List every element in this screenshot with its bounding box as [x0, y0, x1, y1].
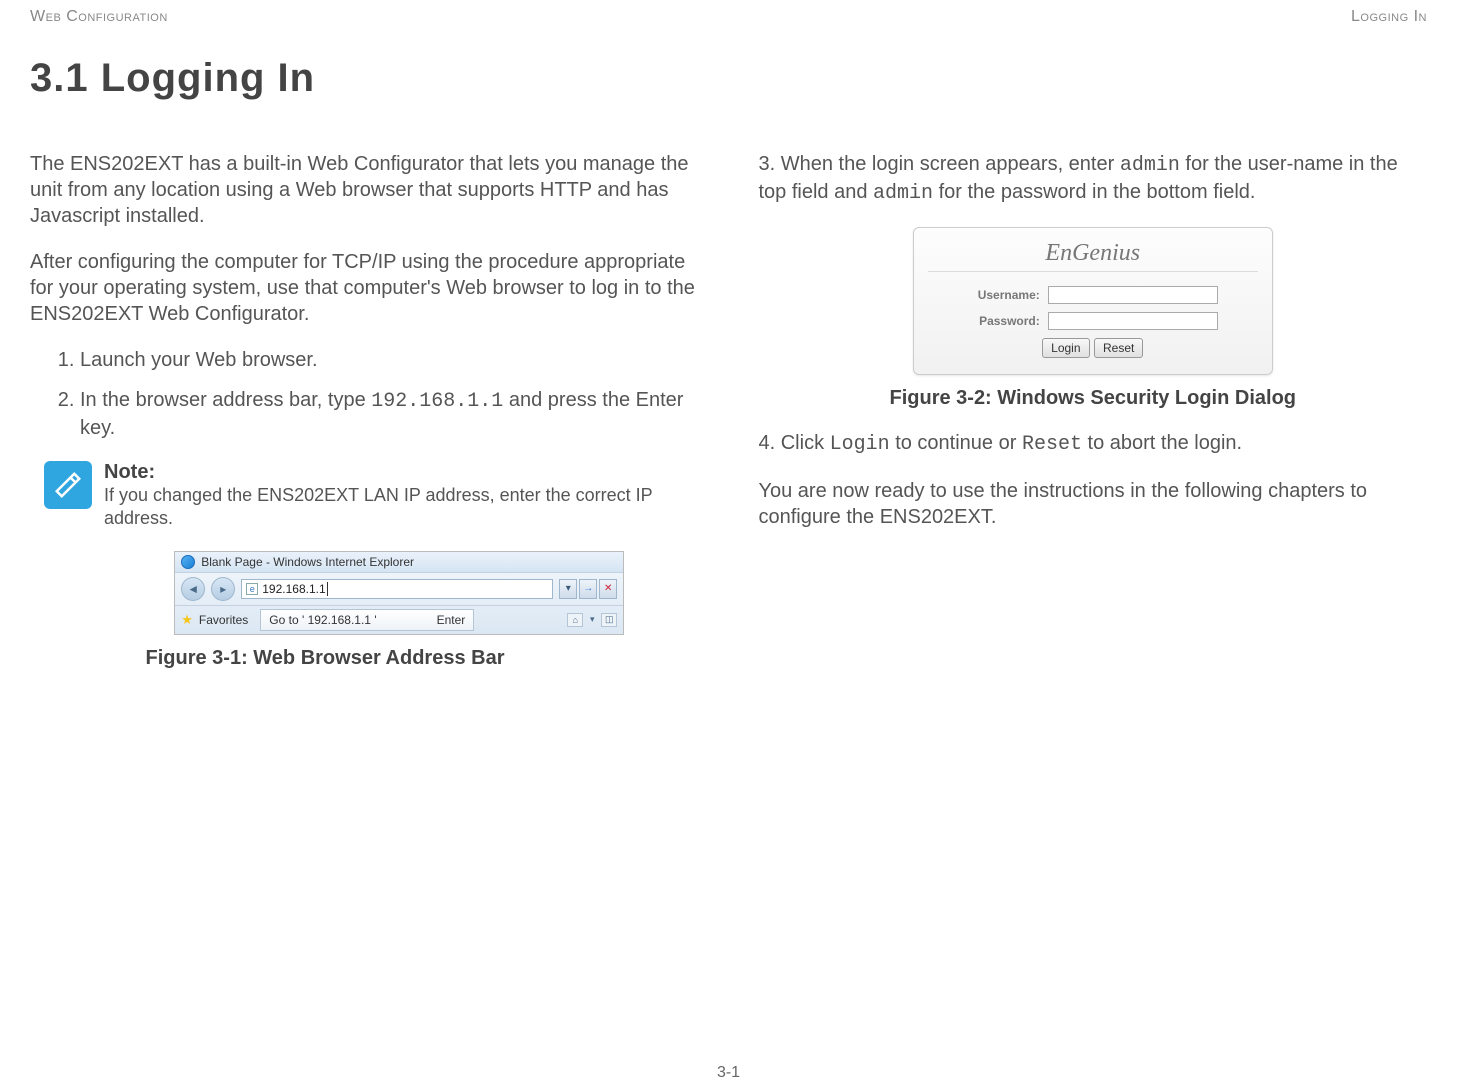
note-heading: Note: — [104, 461, 699, 484]
refresh-button[interactable]: → — [579, 579, 597, 599]
note-body: If you changed the ENS202EXT LAN IP addr… — [104, 484, 699, 531]
header-left: Web Configuration — [30, 8, 168, 26]
rss-icon[interactable]: ◫ — [601, 613, 617, 627]
login-brand: EnGenius — [928, 240, 1258, 272]
running-header: Web Configuration Logging In — [30, 0, 1427, 26]
figure-login-dialog: EnGenius Username: Password: Login Reset — [913, 227, 1273, 375]
section-title: 3.1 Logging In — [30, 56, 1427, 101]
figure-1-caption: Figure 3-1: Web Browser Address Bar — [100, 647, 550, 670]
login-button[interactable]: Login — [1042, 338, 1089, 358]
step-1: Launch your Web browser. — [80, 347, 699, 373]
username-label: Username: — [968, 288, 1040, 302]
enter-label: Enter — [437, 613, 466, 627]
header-right: Logging In — [1351, 8, 1427, 26]
home-icon[interactable]: ⌂ — [567, 613, 583, 627]
figure-browser-mock: Blank Page - Windows Internet Explorer ◄… — [174, 551, 624, 635]
step-list: Launch your Web browser. In the browser … — [30, 347, 699, 441]
intro-paragraph-1: The ENS202EXT has a built-in Web Configu… — [30, 151, 699, 229]
step-2: In the browser address bar, type 192.168… — [80, 387, 699, 441]
ie-logo-icon — [181, 555, 195, 569]
back-button[interactable]: ◄ — [181, 577, 205, 601]
step-4: 4. Click Login to continue or Reset to a… — [759, 430, 1428, 458]
favorites-label: Favorites — [199, 613, 248, 627]
reset-button[interactable]: Reset — [1094, 338, 1143, 358]
dropdown-button[interactable]: ▾ — [559, 579, 577, 599]
figure-2-caption: Figure 3-2: Windows Security Login Dialo… — [759, 387, 1428, 410]
browser-title-bar: Blank Page - Windows Internet Explorer — [175, 552, 623, 573]
note-callout: Note: If you changed the ENS202EXT LAN I… — [44, 461, 699, 531]
closing-paragraph: You are now ready to use the instruction… — [759, 478, 1428, 530]
right-column: 3. When the login screen appears, enter … — [759, 151, 1428, 670]
username-input[interactable] — [1048, 286, 1218, 304]
password-input[interactable] — [1048, 312, 1218, 330]
browser-window-title: Blank Page - Windows Internet Explorer — [201, 555, 414, 569]
step-3: 3. When the login screen appears, enter … — [759, 151, 1428, 207]
favorites-star-icon[interactable]: ★ — [181, 612, 193, 628]
page-icon: e — [246, 583, 258, 595]
address-field[interactable]: e 192.168.1.1 — [241, 579, 553, 599]
pencil-note-icon — [44, 461, 92, 509]
menu-arrow-icon[interactable]: ▾ — [587, 613, 597, 627]
page-number: 3-1 — [0, 1064, 1457, 1082]
password-label: Password: — [968, 314, 1040, 328]
stop-button[interactable]: ✕ — [599, 579, 617, 599]
goto-tooltip: Go to ' 192.168.1.1 ' Enter — [260, 609, 474, 631]
address-value: 192.168.1.1 — [262, 582, 327, 596]
left-column: The ENS202EXT has a built-in Web Configu… — [30, 151, 699, 670]
forward-button[interactable]: ▸ — [211, 577, 235, 601]
intro-paragraph-2: After configuring the computer for TCP/I… — [30, 249, 699, 327]
